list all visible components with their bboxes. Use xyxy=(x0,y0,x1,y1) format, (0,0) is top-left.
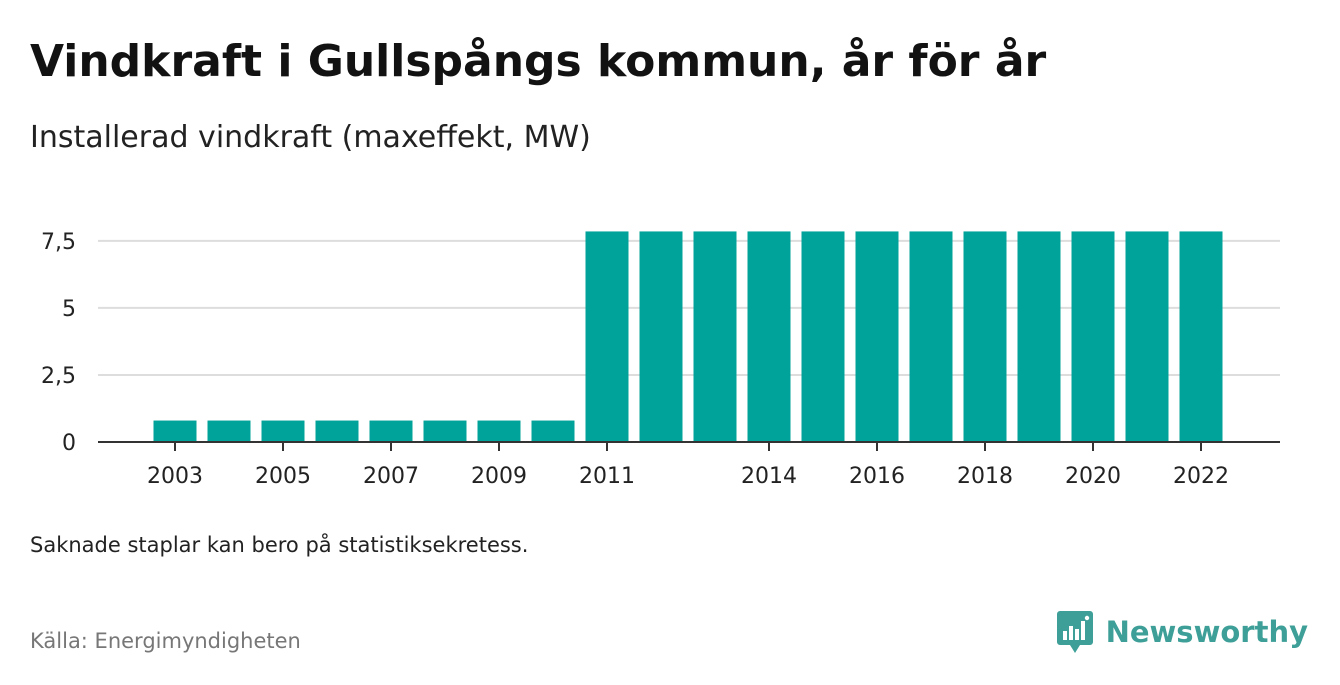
x-tick-label: 2020 xyxy=(1065,464,1121,489)
bar-2020 xyxy=(1071,231,1115,442)
chart-title: Vindkraft i Gullspångs kommun, år för år xyxy=(30,36,1047,87)
x-tick-label: 2009 xyxy=(471,464,527,489)
newsworthy-logo-icon xyxy=(1056,611,1093,653)
bar-2021 xyxy=(1125,231,1169,442)
bar-2004 xyxy=(207,420,251,442)
bar-2008 xyxy=(423,420,467,442)
bar-2018 xyxy=(963,231,1007,442)
x-tick-label: 2016 xyxy=(849,464,905,489)
bar-2022 xyxy=(1179,231,1223,442)
bar-2005 xyxy=(261,420,305,442)
chart-subtitle: Installerad vindkraft (maxeffekt, MW) xyxy=(30,120,591,155)
bar-2019 xyxy=(1017,231,1061,442)
bar-2012 xyxy=(639,231,683,442)
x-tick-label: 2003 xyxy=(147,464,203,489)
brand-name: Newsworthy xyxy=(1105,615,1308,649)
y-tick-label: 5 xyxy=(62,297,76,322)
x-tick-label: 2022 xyxy=(1173,464,1229,489)
y-tick-label: 0 xyxy=(62,431,76,456)
x-tick-label: 2007 xyxy=(363,464,419,489)
source-text: Källa: Energimyndigheten xyxy=(30,629,301,653)
axes: 0 2,5 5 7,5 2003 2005 2007 2009 2011 2014 2016 2018… xyxy=(41,230,1280,489)
y-tick-label: 7,5 xyxy=(41,230,76,255)
x-tick-label: 2005 xyxy=(255,464,311,489)
bar-2010 xyxy=(531,420,575,442)
bar-2009 xyxy=(477,420,521,442)
bar-2011 xyxy=(585,231,629,442)
bar-2015 xyxy=(801,231,845,442)
bar-2006 xyxy=(315,420,359,442)
x-tick-label: 2014 xyxy=(741,464,797,489)
y-tick-label: 2,5 xyxy=(41,364,76,389)
bar-2003 xyxy=(153,420,197,442)
bar-2016 xyxy=(855,231,899,442)
x-tick-label: 2011 xyxy=(579,464,635,489)
bar-2007 xyxy=(369,420,413,442)
bar-2014 xyxy=(747,231,791,442)
bar-2017 xyxy=(909,231,953,442)
x-tick-label: 2018 xyxy=(957,464,1013,489)
bar-2013 xyxy=(693,231,737,442)
bars xyxy=(153,231,1223,442)
footnote: Saknade staplar kan bero på statistiksek… xyxy=(30,533,529,557)
brand-logo[interactable]: Newsworthy xyxy=(1056,608,1308,656)
